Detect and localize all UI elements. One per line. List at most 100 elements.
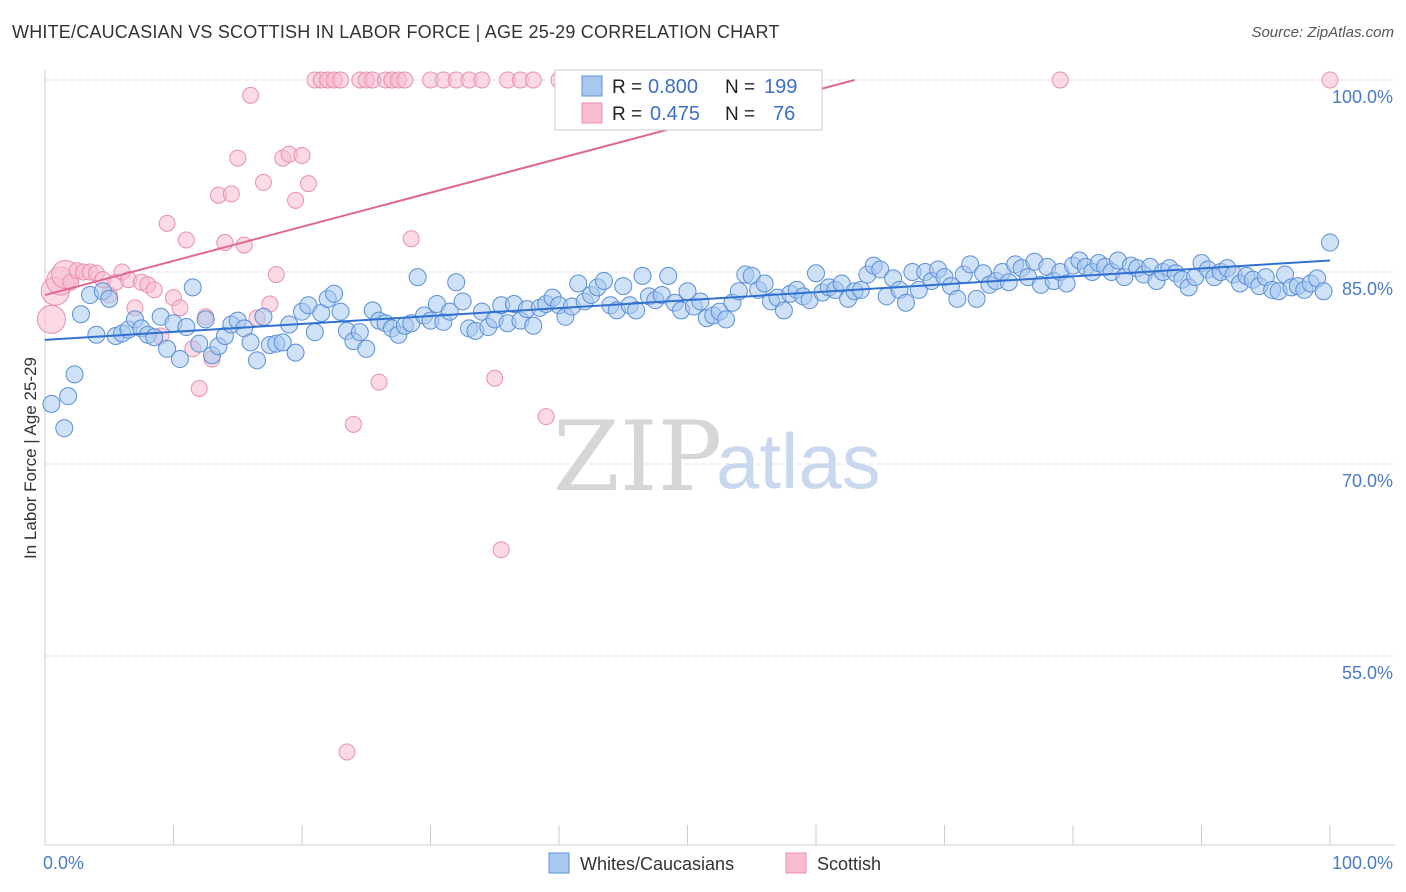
whites-point bbox=[286, 343, 305, 362]
whites-trendline bbox=[44, 259, 1331, 341]
legend-swatch-whites bbox=[548, 852, 570, 874]
whites-point bbox=[305, 323, 324, 342]
scottish-point bbox=[537, 408, 555, 426]
whites-point bbox=[967, 289, 986, 308]
whites-point bbox=[331, 302, 350, 321]
scottish-point bbox=[370, 373, 388, 391]
stats-r-value-pink: 0.475 bbox=[650, 103, 700, 125]
scottish-point bbox=[36, 304, 66, 334]
whites-point bbox=[190, 334, 209, 353]
scottish-point bbox=[1321, 71, 1339, 89]
y-tick-label-2: 85.0% bbox=[1342, 279, 1393, 299]
scottish-point bbox=[344, 415, 362, 433]
whites-point bbox=[774, 301, 793, 320]
scottish-point bbox=[158, 214, 176, 232]
whites-point bbox=[170, 350, 189, 369]
whites-point bbox=[1314, 282, 1333, 301]
legend-swatch-scottish bbox=[785, 852, 807, 874]
whites-point bbox=[357, 339, 376, 358]
axes bbox=[44, 70, 1395, 846]
scottish-point bbox=[287, 191, 305, 209]
scottish-points bbox=[36, 71, 1339, 761]
whites-point bbox=[350, 323, 369, 342]
whites-point bbox=[948, 289, 967, 308]
scottish-point bbox=[177, 231, 195, 249]
scottish-point bbox=[145, 281, 163, 299]
whites-point bbox=[755, 274, 774, 293]
whites-point bbox=[71, 305, 90, 324]
legend-label-whites: Whites/Caucasians bbox=[580, 854, 734, 874]
scottish-point bbox=[524, 71, 542, 89]
whites-point bbox=[659, 266, 678, 285]
whites-point bbox=[594, 271, 613, 290]
gridlines bbox=[45, 79, 1395, 657]
x-tick-label-0: 0.0% bbox=[43, 853, 84, 873]
y-tick-label-0: 55.0% bbox=[1342, 663, 1393, 683]
watermark-atlas: atlas bbox=[716, 417, 881, 505]
whites-point bbox=[729, 282, 748, 301]
scottish-point bbox=[1051, 71, 1069, 89]
scottish-point bbox=[396, 71, 414, 89]
whites-point bbox=[1321, 233, 1339, 252]
whites-point bbox=[691, 292, 710, 311]
whites-point bbox=[1057, 274, 1076, 293]
whites-point bbox=[569, 274, 588, 293]
whites-point bbox=[999, 273, 1018, 292]
whites-point bbox=[42, 394, 61, 413]
whites-point bbox=[65, 365, 84, 384]
whites-point bbox=[524, 316, 543, 335]
whites-point bbox=[158, 339, 177, 358]
y-tick-label-3: 100.0% bbox=[1332, 87, 1393, 107]
whites-point bbox=[453, 292, 472, 311]
stats-r-label-blue: R = bbox=[612, 77, 642, 98]
whites-point bbox=[55, 419, 74, 438]
whites-point bbox=[633, 266, 652, 285]
whites-points bbox=[42, 233, 1339, 438]
stats-n-label-pink: N = bbox=[725, 104, 755, 125]
scottish-point bbox=[190, 379, 208, 397]
scottish-point bbox=[222, 185, 240, 203]
whites-point bbox=[627, 301, 646, 320]
stats-n-value-blue: 199 bbox=[764, 76, 797, 98]
stats-r-value-blue: 0.800 bbox=[648, 76, 698, 98]
whites-point bbox=[807, 264, 825, 283]
whites-point bbox=[196, 310, 215, 329]
chart-title: WHITE/CAUCASIAN VS SCOTTISH IN LABOR FOR… bbox=[12, 22, 780, 42]
whites-point bbox=[273, 333, 292, 352]
y-tick-label-1: 70.0% bbox=[1342, 471, 1393, 491]
y-axis-title: In Labor Force | Age 25-29 bbox=[21, 357, 40, 559]
scottish-point bbox=[299, 175, 317, 193]
scottish-point bbox=[254, 173, 272, 191]
whites-point bbox=[717, 310, 736, 329]
source-label: Source: ZipAtlas.com bbox=[1251, 24, 1394, 41]
scottish-point bbox=[338, 743, 356, 761]
x-ticks: 0.0% 100.0% bbox=[43, 825, 1393, 873]
legend: Whites/Caucasians Scottish bbox=[548, 852, 881, 874]
whites-point bbox=[87, 325, 106, 344]
whites-point bbox=[408, 268, 427, 287]
scottish-point bbox=[171, 299, 189, 317]
whites-point bbox=[447, 273, 466, 292]
x-tick-label-1: 100.0% bbox=[1332, 853, 1393, 873]
whites-point bbox=[325, 284, 344, 303]
watermark: ZIP atlas bbox=[553, 401, 881, 513]
stats-swatch-blue bbox=[581, 75, 603, 97]
whites-point bbox=[100, 289, 119, 308]
whites-point bbox=[871, 260, 890, 279]
scottish-point bbox=[235, 236, 253, 254]
whites-point bbox=[961, 255, 980, 274]
whites-point bbox=[254, 307, 273, 326]
scottish-point bbox=[293, 147, 311, 165]
scottish-point bbox=[267, 266, 285, 284]
whites-point bbox=[614, 277, 633, 296]
whites-point bbox=[177, 318, 196, 337]
scottish-point bbox=[229, 149, 247, 167]
whites-point bbox=[248, 351, 267, 370]
whites-point bbox=[241, 333, 260, 352]
scottish-point bbox=[402, 230, 420, 248]
scottish-point bbox=[473, 71, 491, 89]
scottish-point bbox=[492, 541, 510, 559]
stats-n-value-pink: 76 bbox=[773, 103, 795, 125]
whites-point bbox=[896, 293, 915, 312]
watermark-zip: ZIP bbox=[553, 401, 722, 513]
